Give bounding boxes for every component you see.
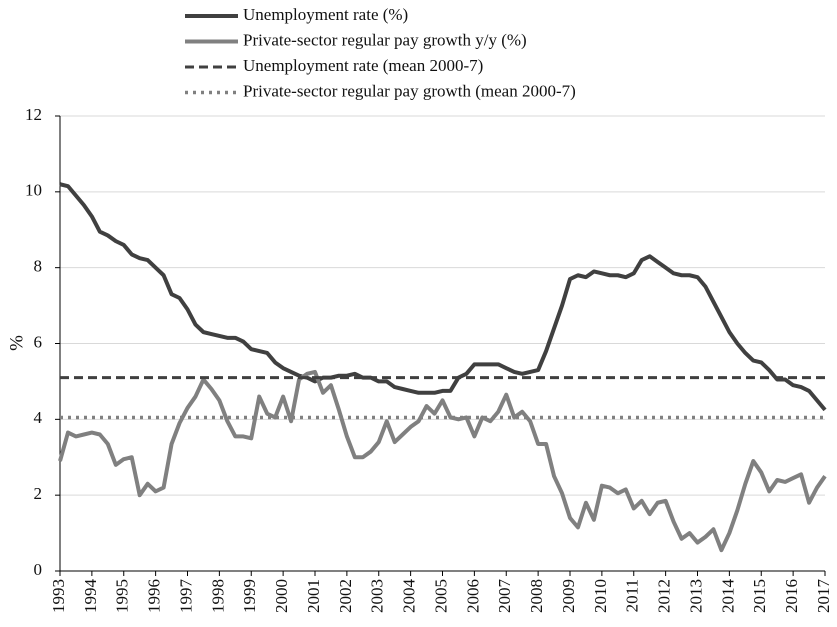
x-tick-label: 1996: [145, 579, 164, 613]
x-tick-label: 2004: [400, 579, 419, 614]
x-tick-label: 2015: [750, 579, 769, 613]
legend-label: Unemployment rate (%): [243, 5, 408, 24]
x-tick-label: 2005: [431, 579, 450, 613]
x-tick-label: 2003: [368, 579, 387, 613]
y-tick-label: 4: [34, 408, 43, 427]
y-tick-label: 2: [34, 484, 43, 503]
x-tick-label: 2010: [591, 579, 610, 613]
x-tick-label: 2012: [655, 579, 674, 613]
legend-label: Unemployment rate (mean 2000-7): [243, 56, 483, 75]
x-tick-label: 2017: [814, 579, 833, 614]
x-tick-label: 2008: [527, 579, 546, 613]
series-line: [58, 369, 827, 553]
y-tick-label: 6: [34, 332, 43, 351]
series-line: [59, 182, 827, 412]
x-tick-label: 2014: [718, 579, 737, 614]
x-tick-label: 2011: [623, 579, 642, 612]
x-tick-label: 2006: [463, 579, 482, 613]
y-tick-label: 12: [25, 105, 42, 124]
x-tick-label: 1998: [208, 579, 227, 613]
x-tick-label: 1997: [176, 579, 195, 614]
y-axis-label: %: [6, 335, 27, 351]
x-tick-label: 2000: [272, 579, 291, 613]
legend-label: Private-sector regular pay growth (mean …: [243, 81, 576, 100]
x-tick-label: 1993: [49, 579, 68, 613]
x-tick-label: 2013: [686, 579, 705, 613]
y-tick-label: 0: [34, 560, 43, 579]
x-tick-label: 2007: [495, 579, 514, 614]
y-tick-label: 10: [25, 181, 42, 200]
x-tick-label: 1999: [240, 579, 259, 613]
x-tick-label: 2009: [559, 579, 578, 613]
y-tick-label: 8: [34, 257, 43, 276]
x-tick-label: 1994: [81, 579, 100, 614]
x-tick-label: 2001: [304, 579, 323, 613]
x-tick-label: 2002: [336, 579, 355, 613]
x-tick-label: 1995: [113, 579, 132, 613]
x-tick-label: 2016: [782, 579, 801, 613]
legend-label: Private-sector regular pay growth y/y (%…: [243, 30, 527, 49]
